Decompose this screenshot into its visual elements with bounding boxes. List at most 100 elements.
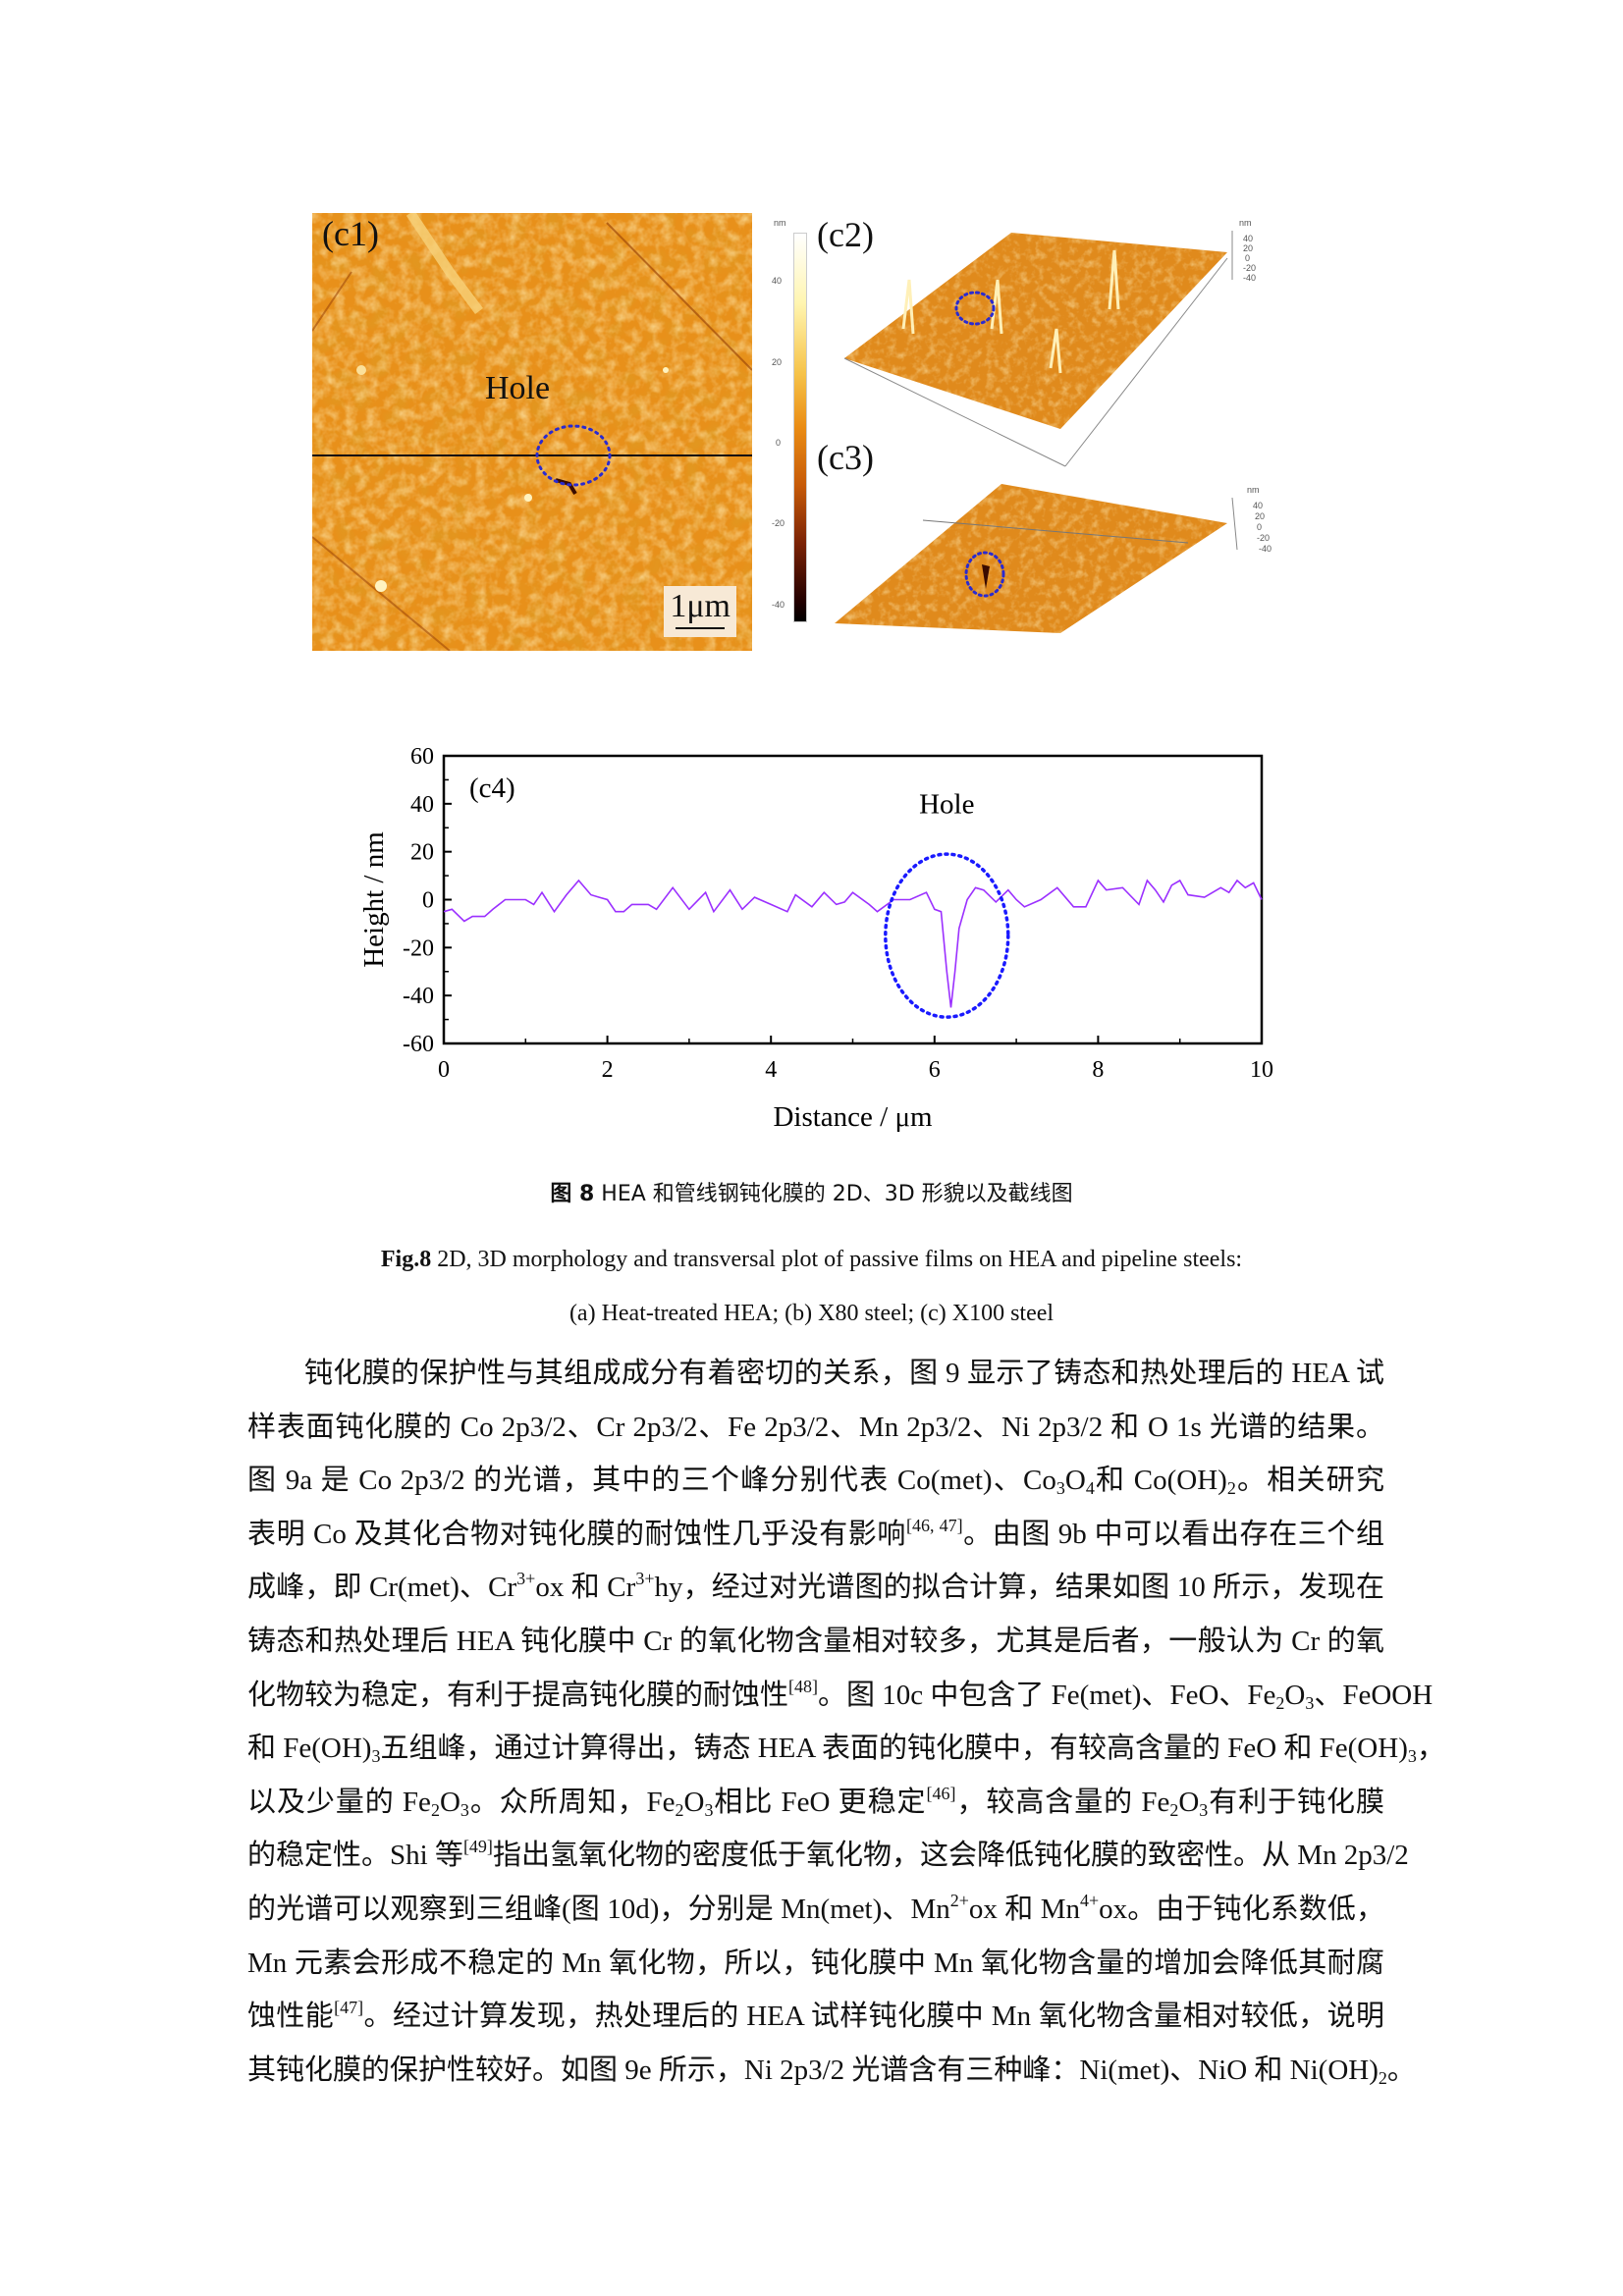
subscript: 2 — [1275, 1692, 1285, 1713]
y-tick-label: 0 — [422, 888, 434, 914]
hole-label: Hole — [485, 370, 551, 406]
text-run: 指出氢氧化物的密度低于氧化物，这会降低钝化膜的致密性。从 Mn 2p3/2 — [492, 1840, 1409, 1872]
text-run: 成峰，即 Cr(met)、Cr — [247, 1572, 517, 1604]
subscript: 3 — [371, 1746, 381, 1767]
caption-en-line2: (a) Heat-treated HEA; (b) X80 steel; (c)… — [568, 1301, 1055, 1326]
text-run: 。 — [1386, 2054, 1416, 2086]
text-run: 化物较为稳定，有利于提高钝化膜的耐蚀性 — [247, 1679, 789, 1711]
text-line: 表明 Co 及其化合物对钝化膜的耐蚀性几乎没有影响[46, 47]。由图 9b … — [247, 1508, 1384, 1562]
c3-axis-tick: 40 — [1253, 501, 1264, 510]
afm-3d-surface-c2 — [843, 231, 1233, 467]
superscript: 4+ — [1079, 1890, 1100, 1910]
text-run: hy，经过对光谱图的拟合计算，结果如图 10 所示，发现在 — [654, 1572, 1384, 1604]
c3-axis-unit: nm — [1247, 485, 1260, 495]
x-tick-label: 4 — [765, 1057, 777, 1083]
text-line: 样表面钝化膜的 Co 2p3/2、Cr 2p3/2、Fe 2p3/2、Mn 2p… — [247, 1401, 1384, 1455]
c2-axis-tick: 20 — [1243, 243, 1254, 253]
caption-cn-text: HEA 和管线钢钝化膜的 2D、3D 形貌以及截线图 — [601, 1182, 1073, 1206]
height-profile-line — [443, 879, 1263, 1008]
c3-axis-tick: -20 — [1257, 533, 1271, 543]
text-run: ox 和 Mn — [968, 1893, 1080, 1925]
text-run: 五组峰，通过计算得出，铸态 HEA 表面的钝化膜中，有较高含量的 FeO 和 F… — [380, 1733, 1408, 1765]
scale-bar-label: 1μm — [670, 588, 730, 624]
y-tick-label: 20 — [410, 840, 434, 866]
hole-annotation-ellipse — [884, 852, 1010, 1019]
subscript: 2 — [675, 1799, 684, 1820]
text-run: 。由图 9b 中可以看出存在三个组 — [962, 1518, 1384, 1550]
text-run: Mn 元素会形成不稳定的 Mn 氧化物，所以，钝化膜中 Mn 氧化物含量的增加会… — [247, 1947, 1384, 1979]
text-line: 钝化膜的保护性与其组成成分有着密切的关系，图 9 显示了铸态和热处理后的 HEA… — [247, 1347, 1384, 1401]
text-line: 以及少量的 Fe2O3。众所周知，Fe2O3相比 FeO 更稳定[46]，较高含… — [247, 1776, 1384, 1830]
text-run: 以及少量的 Fe — [247, 1786, 431, 1818]
caption-cn-prefix: 图 8 — [550, 1182, 595, 1206]
text-run: ， — [1416, 1733, 1445, 1765]
afm-3d-surface-c3 — [835, 484, 1238, 633]
superscript: 3+ — [635, 1569, 655, 1589]
text-run: O — [1284, 1679, 1306, 1711]
plot-frame — [442, 754, 1264, 1045]
subscript: 3 — [1407, 1746, 1417, 1767]
c3-axis-tick: 20 — [1255, 511, 1266, 521]
colorbar-tick: -40 — [772, 600, 785, 610]
subscript: 3 — [1199, 1799, 1209, 1820]
text-run: 图 9a 是 Co 2p3/2 的光谱，其中的三个峰分别代表 Co(met)、C… — [247, 1465, 1056, 1497]
afm-texture — [312, 213, 752, 651]
caption-en-prefix: Fig.8 — [380, 1247, 432, 1272]
text-run: 。经过计算发现，热处理后的 HEA 试样钝化膜中 Mn 氧化物含量相对较低，说明 — [363, 2001, 1384, 2033]
superscript: 3+ — [516, 1569, 536, 1589]
height-profile-chart: 0 2 4 6 8 10 -60 -40 -20 0 20 40 60 Distance / μm Heig… — [358, 744, 1273, 1133]
subscript: 2 — [1169, 1799, 1179, 1820]
subscript: 2 — [1378, 2067, 1387, 2088]
y-tick-label: 40 — [410, 792, 434, 818]
x-tick-label: 6 — [929, 1057, 941, 1083]
colorbar-tick: -20 — [772, 518, 785, 528]
c2-axis-tick: 0 — [1245, 253, 1251, 263]
colorbar-tick: 40 — [772, 276, 783, 286]
subscript: 4 — [1085, 1478, 1095, 1499]
text-line: 图 9a 是 Co 2p3/2 的光谱，其中的三个峰分别代表 Co(met)、C… — [247, 1454, 1384, 1508]
x-axis-label: Distance / μm — [773, 1101, 933, 1133]
subscript: 3 — [460, 1799, 469, 1820]
text-run: 。图 10c 中包含了 Fe(met)、FeO、Fe — [818, 1679, 1276, 1711]
colorbar-unit: nm — [774, 218, 786, 228]
height-colorbar — [793, 233, 807, 622]
c2-axis-tick: 40 — [1243, 234, 1254, 243]
text-run: 和 Fe(OH) — [247, 1733, 372, 1765]
subscript: 2 — [430, 1799, 440, 1820]
text-run: 蚀性能 — [247, 2001, 335, 2033]
superscript: 2+ — [949, 1890, 969, 1910]
figure-caption-en: Fig.8 2D, 3D morphology and transversal … — [0, 1247, 1623, 1273]
x-tick-label: 10 — [1250, 1057, 1273, 1083]
text-run: 表明 Co 及其化合物对钝化膜的耐蚀性几乎没有影响 — [247, 1518, 906, 1550]
text-run: 有利于钝化膜 — [1208, 1786, 1384, 1818]
text-run: ox。由于钝化系数低， — [1099, 1893, 1384, 1925]
text-run: 相比 FeO 更稳定 — [713, 1786, 927, 1818]
superscript: [49] — [462, 1837, 493, 1857]
text-run: 。相关研究 — [1235, 1465, 1384, 1497]
c2-axis-tick: -20 — [1243, 263, 1257, 273]
c3-axis-tick: -40 — [1259, 544, 1272, 554]
y-tick-label: 60 — [410, 744, 434, 770]
text-run: 样表面钝化膜的 Co 2p3/2、Cr 2p3/2、Fe 2p3/2、Mn 2p… — [247, 1411, 1384, 1443]
text-line: 化物较为稳定，有利于提高钝化膜的耐蚀性[48]。图 10c 中包含了 Fe(me… — [247, 1669, 1433, 1723]
y-axis-label: Height / nm — [358, 831, 390, 968]
text-line: 铸态和热处理后 HEA 钝化膜中 Cr 的氧化物含量相对较多，尤其是后者，一般认… — [247, 1615, 1384, 1669]
text-line: 和 Fe(OH)3五组峰，通过计算得出，铸态 HEA 表面的钝化膜中，有较高含量… — [247, 1722, 1445, 1776]
panel-label-c4: (c4) — [469, 773, 515, 804]
panel-label-c2: (c2) — [817, 215, 874, 254]
subscript: 3 — [704, 1799, 714, 1820]
text-run: ，较高含量的 Fe — [955, 1786, 1170, 1818]
scale-bar-line — [676, 627, 726, 629]
x-tick-label: 2 — [602, 1057, 614, 1083]
caption-en-line1: 2D, 3D morphology and transversal plot o… — [437, 1247, 1243, 1272]
subscript: 3 — [1055, 1478, 1065, 1499]
panel-label-c3: (c3) — [817, 438, 874, 477]
text-run: O — [683, 1786, 705, 1818]
superscript: [46] — [926, 1783, 956, 1803]
text-run: 。众所周知，Fe — [468, 1786, 676, 1818]
text-run: O — [1178, 1786, 1200, 1818]
text-line: 的稳定性。Shi 等[49]指出氢氧化物的密度低于氧化物，这会降低钝化膜的致密性… — [247, 1829, 1409, 1883]
text-line: 蚀性能[47]。经过计算发现，热处理后的 HEA 试样钝化膜中 Mn 氧化物含量… — [247, 1990, 1384, 2044]
text-run: O — [1064, 1465, 1086, 1497]
afm-2d-image-c1: (c1) Hole 1μm — [312, 213, 752, 651]
